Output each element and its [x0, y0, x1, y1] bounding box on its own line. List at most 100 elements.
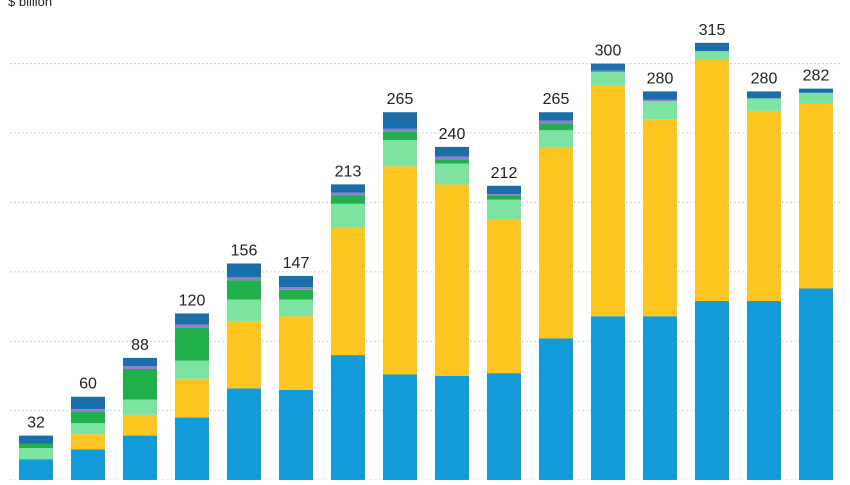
- bar-total-label: 265: [543, 91, 570, 108]
- bar-segment: [591, 85, 625, 317]
- bar-segment: [591, 63, 625, 71]
- bar-segment: [643, 99, 677, 102]
- bar-segment: [799, 92, 833, 104]
- bar-segment: [71, 449, 105, 480]
- bar-segment: [175, 313, 209, 325]
- bar-segment: [279, 287, 313, 290]
- bar-segment: [331, 227, 365, 356]
- bar-segment: [487, 373, 521, 480]
- bar-segment: [747, 110, 781, 301]
- bar-segment: [747, 98, 781, 111]
- bar-segment: [331, 355, 365, 480]
- bar-segment: [435, 163, 469, 185]
- bar-segment: [175, 324, 209, 328]
- bar-segment: [19, 459, 53, 480]
- bar-segment: [487, 199, 521, 220]
- bar-segment: [383, 374, 417, 480]
- bar-segment: [123, 435, 157, 480]
- bar-segment: [539, 338, 573, 480]
- bar-segment: [331, 203, 365, 228]
- bar-total-label: 32: [27, 415, 45, 432]
- bar-segment: [539, 112, 573, 121]
- bar-segment: [799, 88, 833, 93]
- bar-segment: [643, 316, 677, 480]
- bar-segment: [175, 417, 209, 480]
- bar-segment: [71, 434, 105, 450]
- bar-segment: [539, 130, 573, 147]
- bar-segment: [19, 435, 53, 444]
- bar-segment: [435, 184, 469, 376]
- bar-segment: [487, 185, 521, 195]
- bar-total-label: 212: [491, 165, 518, 182]
- bar-segment: [643, 91, 677, 100]
- bar-segment: [331, 195, 365, 204]
- bar-segment: [487, 195, 521, 200]
- bar-segment: [227, 299, 261, 322]
- bar-segment: [591, 316, 625, 480]
- bar-total-label: 282: [803, 68, 830, 85]
- bar-segment: [799, 103, 833, 289]
- bar-segment: [695, 42, 729, 52]
- bar-segment: [71, 411, 105, 424]
- bar-total-label: 315: [699, 22, 726, 39]
- bar-segment: [695, 300, 729, 480]
- bar-segment: [383, 139, 417, 167]
- bar-segment: [591, 70, 625, 72]
- bar-segment: [487, 194, 521, 196]
- bar-segment: [539, 146, 573, 339]
- bar-segment: [19, 448, 53, 460]
- bar-segment: [71, 423, 105, 435]
- bar-segment: [227, 321, 261, 389]
- bar-segment: [799, 288, 833, 480]
- bar-segment: [175, 378, 209, 418]
- bar-segment: [643, 101, 677, 120]
- bar-segment: [279, 299, 313, 317]
- bar-segment: [331, 192, 365, 196]
- bar-segment: [539, 120, 573, 124]
- bar-total-label: 120: [179, 292, 206, 309]
- bar-segment: [279, 289, 313, 300]
- bar-total-label: 213: [335, 163, 362, 180]
- bar-total-label: 265: [387, 91, 414, 108]
- bar-segment: [71, 396, 105, 410]
- bar-segment: [383, 112, 417, 129]
- bar-segment: [279, 316, 313, 390]
- bar-segment: [539, 123, 573, 131]
- bar-segment: [71, 409, 105, 412]
- y-axis-unit-label: $ billion: [8, 0, 53, 9]
- bar-segment: [227, 388, 261, 480]
- bar-segment: [487, 219, 521, 374]
- bar-segment: [123, 357, 157, 367]
- bar-segment: [435, 159, 469, 164]
- bar-total-label: 156: [231, 242, 258, 259]
- bar-segment: [227, 263, 261, 278]
- bar-segment: [383, 131, 417, 140]
- bar-segment: [435, 156, 469, 160]
- bar-segment: [435, 146, 469, 157]
- bar-segment: [747, 91, 781, 99]
- bar-segment: [175, 360, 209, 379]
- bar-segment: [383, 166, 417, 375]
- bar-segment: [643, 119, 677, 317]
- bar-total-label: 300: [595, 43, 622, 60]
- bar-segment: [591, 71, 625, 86]
- bar-segment: [383, 128, 417, 132]
- bar-segment: [175, 327, 209, 361]
- bar-segment: [279, 275, 313, 288]
- bar-total-label: 280: [751, 70, 778, 87]
- bar-segment: [279, 389, 313, 480]
- bar-segment: [331, 184, 365, 193]
- bar-segment: [695, 51, 729, 60]
- bar-segment: [227, 280, 261, 300]
- bar-segment: [123, 366, 157, 369]
- bar-total-label: 240: [439, 126, 466, 143]
- bar-segment: [435, 375, 469, 480]
- bar-total-label: 88: [131, 337, 149, 354]
- bar-segment: [123, 368, 157, 400]
- bar-total-label: 147: [283, 255, 310, 272]
- bar-segment: [747, 300, 781, 480]
- bar-segment: [123, 399, 157, 415]
- bar-segment: [695, 59, 729, 301]
